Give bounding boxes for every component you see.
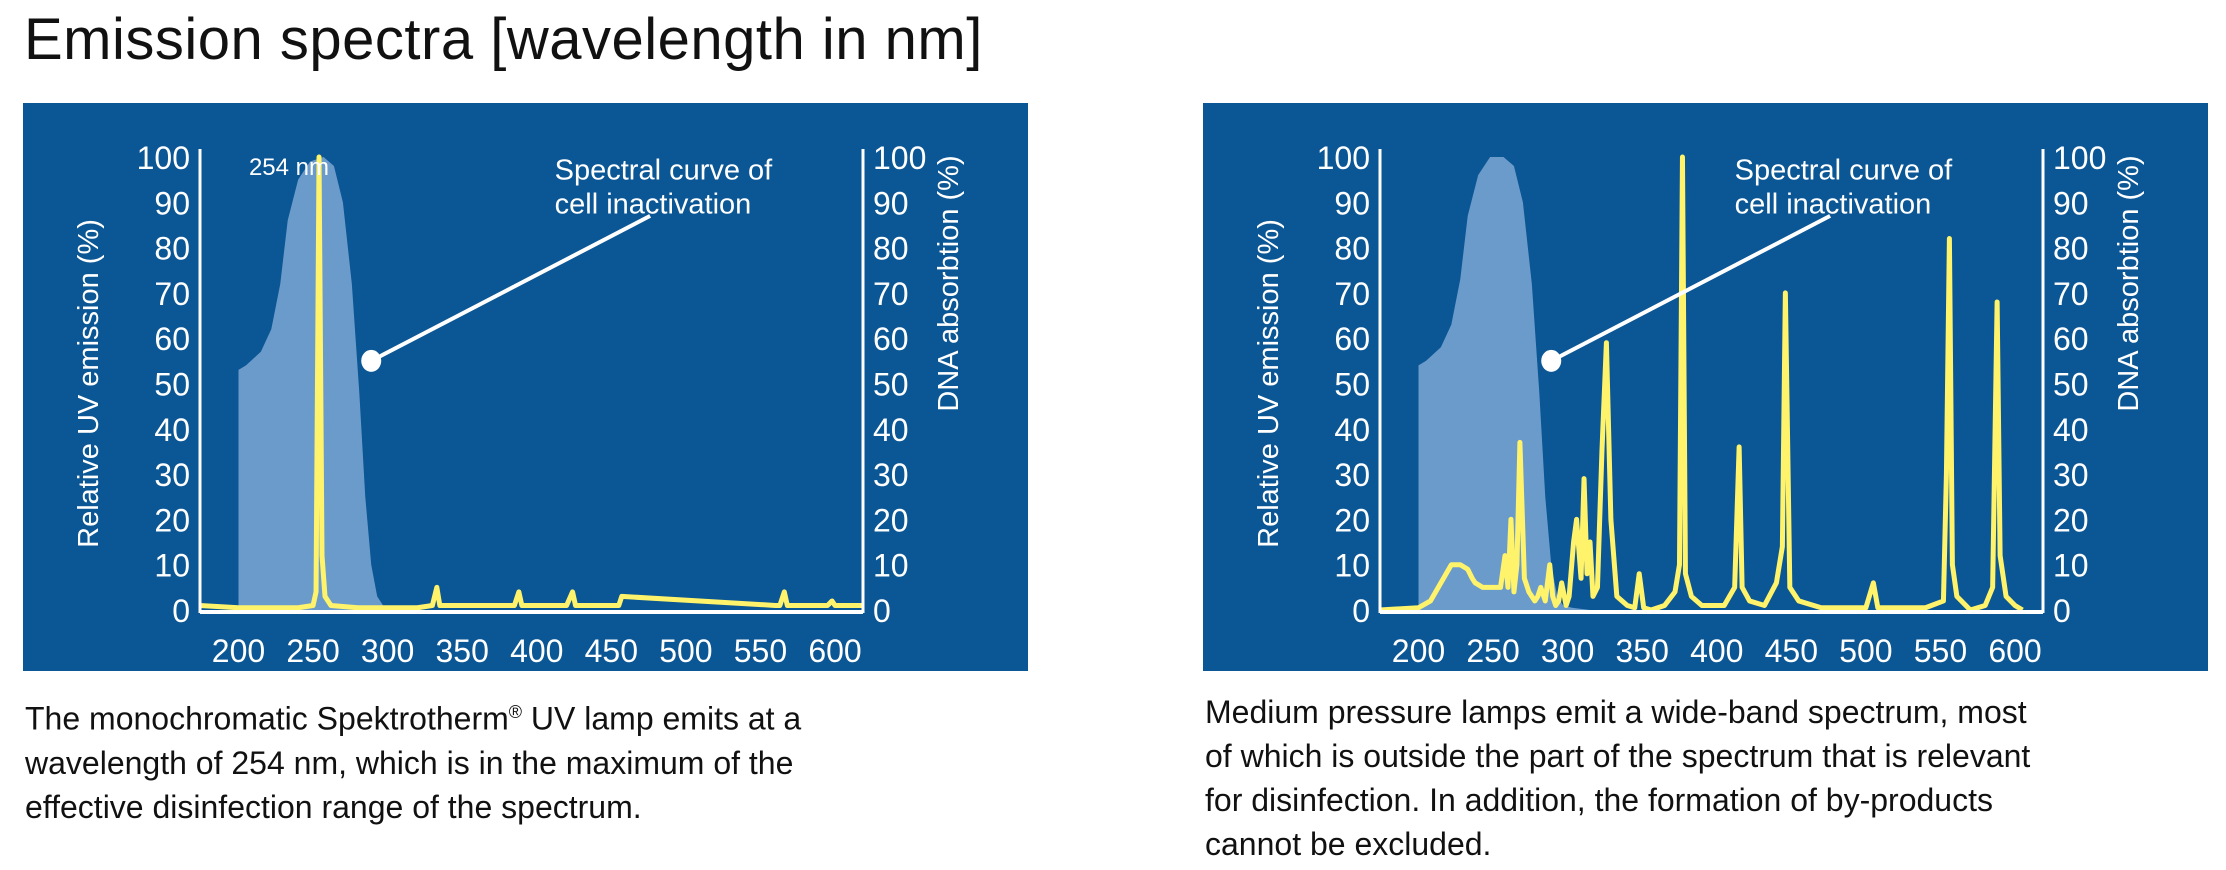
y-tick-label-left: 50 — [1334, 367, 1370, 403]
x-tick-label: 350 — [435, 633, 488, 669]
y-tick-label-left: 0 — [172, 593, 190, 629]
y-tick-label-left: 10 — [154, 548, 190, 584]
y-tick-label-right: 0 — [873, 593, 891, 629]
y-axis-title-right: DNA absorbtion (%) — [933, 155, 965, 411]
y-axis-title-left: Relative UV emission (%) — [1253, 219, 1285, 548]
y-tick-label-right: 50 — [873, 367, 909, 403]
y-tick-label-right: 20 — [2053, 502, 2089, 538]
caption-line: effective disinfection range of the spec… — [25, 788, 642, 825]
x-tick-label: 550 — [734, 633, 787, 669]
x-tick-label: 400 — [510, 633, 563, 669]
caption-line: wavelength of 254 nm, which is in the ma… — [25, 744, 794, 781]
y-tick-label-left: 70 — [1334, 276, 1370, 312]
y-axis-title-left: Relative UV emission (%) — [73, 219, 105, 548]
annotation-pointer-line — [1550, 214, 1832, 363]
x-tick-label: 300 — [1541, 633, 1594, 669]
y-tick-label-right: 0 — [2053, 593, 2071, 629]
lamp-emission-line — [1379, 154, 2024, 613]
caption-line: Medium pressure lamps emit a wide-band s… — [1205, 694, 2027, 730]
x-tick-label: 200 — [212, 633, 265, 669]
chart-panel-spektrotherm: 0 0 10 10 20 20 30 30 40 40 50 50 60 60 70 70 80 80 90 90 10… — [23, 103, 1028, 671]
y-tick-label-right: 90 — [873, 185, 909, 221]
caption-spektrotherm: The monochromatic Spektrotherm® UV lamp … — [25, 690, 1025, 829]
y-tick-label-left: 100 — [137, 140, 190, 176]
x-tick-label: 500 — [659, 633, 712, 669]
x-tick-label: 250 — [286, 633, 339, 669]
y-tick-label-left: 90 — [154, 185, 190, 221]
dna-absorption-area — [1418, 157, 1590, 610]
y-tick-label-left: 0 — [1352, 593, 1370, 629]
y-tick-label-left: 20 — [154, 502, 190, 538]
lamp-emission-line — [199, 154, 864, 611]
chart-panel-medium-pressure: 0 0 10 10 20 20 30 30 40 40 50 50 60 60 70 70 80 80 90 90 10… — [1203, 103, 2208, 671]
annotation-pointer-dot — [1541, 349, 1562, 372]
y-tick-label-right: 40 — [2053, 412, 2089, 448]
y-tick-label-right: 30 — [2053, 457, 2089, 493]
y-tick-label-left: 100 — [1317, 140, 1370, 176]
y-tick-label-left: 80 — [154, 231, 190, 267]
y-tick-label-right: 80 — [873, 231, 909, 267]
x-tick-label: 400 — [1690, 633, 1743, 669]
y-tick-label-left: 50 — [154, 367, 190, 403]
y-tick-label-left: 40 — [154, 412, 190, 448]
y-tick-label-right: 70 — [2053, 276, 2089, 312]
x-tick-label: 250 — [1466, 633, 1519, 669]
y-tick-label-right: 20 — [873, 502, 909, 538]
caption-line: for disinfection. In addition, the forma… — [1205, 782, 1993, 818]
x-tick-label: 550 — [1914, 633, 1967, 669]
y-axis-title-right: DNA absorbtion (%) — [2113, 155, 2145, 411]
x-tick-label: 450 — [1765, 633, 1818, 669]
y-tick-label-right: 90 — [2053, 185, 2089, 221]
y-tick-label-right: 70 — [873, 276, 909, 312]
y-tick-label-right: 80 — [2053, 231, 2089, 267]
y-tick-label-left: 80 — [1334, 231, 1370, 267]
annotation-pointer-dot — [361, 349, 382, 372]
peak-label: 254 nm — [249, 154, 329, 181]
annotation-label: cell inactivation — [1735, 189, 1932, 221]
y-tick-label-right: 40 — [873, 412, 909, 448]
y-tick-label-right: 10 — [2053, 548, 2089, 584]
y-tick-label-left: 30 — [154, 457, 190, 493]
caption-text: The monochromatic Spektrotherm — [25, 700, 509, 737]
x-tick-label: 200 — [1392, 633, 1445, 669]
x-tick-label: 500 — [1839, 633, 1892, 669]
y-tick-label-right: 100 — [2053, 140, 2106, 176]
x-tick-label: 600 — [1988, 633, 2041, 669]
y-tick-label-right: 60 — [873, 321, 909, 357]
x-tick-label: 300 — [361, 633, 414, 669]
y-tick-label-right: 30 — [873, 457, 909, 493]
x-tick-label: 350 — [1615, 633, 1668, 669]
y-tick-label-right: 60 — [2053, 321, 2089, 357]
y-tick-label-right: 100 — [873, 140, 926, 176]
caption-text: UV lamp emits at a — [522, 700, 802, 737]
annotation-label: Spectral curve of — [555, 155, 774, 187]
annotation-pointer-line — [370, 214, 652, 363]
chart-medium-pressure-spectrum: 0 0 10 10 20 20 30 30 40 40 50 50 60 60 70 70 80 80 90 90 10… — [1253, 140, 2145, 669]
caption-line: The monochromatic Spektrotherm® UV lamp … — [25, 690, 1025, 741]
caption-medium-pressure: Medium pressure lamps emit a wide-band s… — [1205, 690, 2205, 866]
chart-spektrotherm-spectrum: 0 0 10 10 20 20 30 30 40 40 50 50 60 60 70 70 80 80 90 90 10… — [73, 140, 965, 669]
annotation-label: cell inactivation — [555, 189, 752, 221]
y-tick-label-left: 60 — [1334, 321, 1370, 357]
registered-mark: ® — [508, 702, 523, 722]
page-title: Emission spectra [wavelength in nm] — [24, 7, 983, 72]
y-tick-label-left: 10 — [1334, 548, 1370, 584]
y-tick-label-right: 10 — [873, 548, 909, 584]
x-tick-label: 450 — [585, 633, 638, 669]
annotation-label: Spectral curve of — [1735, 155, 1954, 187]
y-tick-label-left: 70 — [154, 276, 190, 312]
x-tick-label: 600 — [808, 633, 861, 669]
y-tick-label-left: 30 — [1334, 457, 1370, 493]
y-tick-label-right: 50 — [2053, 367, 2089, 403]
y-tick-label-left: 60 — [154, 321, 190, 357]
caption-line: of which is outside the part of the spec… — [1205, 738, 2031, 774]
y-tick-label-left: 20 — [1334, 502, 1370, 538]
y-tick-label-left: 40 — [1334, 412, 1370, 448]
y-tick-label-left: 90 — [1334, 185, 1370, 221]
caption-line: cannot be excluded. — [1205, 826, 1492, 862]
